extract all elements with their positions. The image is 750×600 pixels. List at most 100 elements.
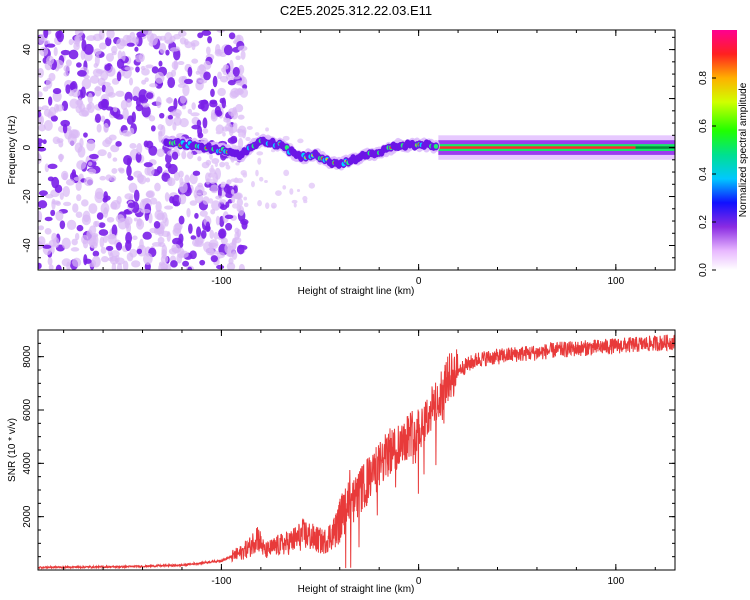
spectrogram-noise-blob bbox=[167, 177, 176, 187]
spectrogram-ytick-label: -40 bbox=[22, 238, 33, 253]
spectrogram-xtick-label: -100 bbox=[211, 276, 231, 287]
spectrogram-noise-blob bbox=[61, 258, 72, 267]
spectrogram-noise-blob bbox=[75, 211, 83, 218]
spectrogram-noise-blob bbox=[133, 189, 140, 202]
spectrogram-noise-blob bbox=[243, 196, 248, 201]
spectrogram-noise-blob bbox=[46, 43, 56, 48]
spectrogram-noise-blob bbox=[38, 138, 44, 145]
spectrogram-noise-blob bbox=[38, 200, 48, 209]
spectrogram-noise-blob bbox=[210, 255, 218, 263]
spectrogram-noise-blob bbox=[128, 77, 134, 86]
spectrogram-noise-blob bbox=[303, 199, 308, 204]
spectrogram-noise-blob bbox=[184, 78, 193, 85]
spectrogram-noise-blob bbox=[132, 235, 138, 241]
spectrogram-noise-blob bbox=[137, 174, 147, 185]
spectrogram-noise-blob bbox=[187, 266, 193, 270]
spectrogram-noise-blob bbox=[48, 106, 57, 117]
spectrogram-noise-blob bbox=[178, 215, 185, 225]
spectrogram-noise-blob bbox=[55, 104, 64, 112]
spectrogram-noise-blob bbox=[231, 250, 238, 260]
spectrogram-noise-blob bbox=[159, 112, 165, 119]
spectrogram-noise-blob bbox=[81, 39, 87, 52]
spectrogram-noise-blob bbox=[38, 210, 43, 223]
spectrogram-noise-blob bbox=[226, 262, 236, 270]
spectrogram-noise-blob bbox=[160, 124, 166, 137]
spectrogram-noise-blob bbox=[217, 186, 222, 199]
spectrogram-noise-blob bbox=[61, 237, 71, 250]
spectrogram-noise-blob bbox=[179, 117, 189, 128]
spectrogram-noise-blob bbox=[38, 35, 45, 45]
spectrogram-noise-blob bbox=[210, 88, 215, 98]
spectrogram-noise-blob bbox=[225, 164, 231, 170]
spectrogram-noise-blob bbox=[113, 106, 118, 113]
spectrogram-noise-blob bbox=[225, 123, 233, 132]
spectrogram-noise-blob bbox=[240, 50, 246, 60]
spectrogram-noise-blob bbox=[235, 104, 244, 113]
spectrogram-noise-blob bbox=[205, 172, 211, 183]
spectrogram-noise-blob bbox=[56, 138, 64, 143]
spectrogram-noise-blob bbox=[189, 173, 198, 185]
snr-xlabel: Height of straight line (km) bbox=[298, 584, 415, 595]
spectrogram-noise-blob bbox=[127, 175, 134, 181]
spectrogram-noise-blob bbox=[293, 202, 297, 208]
spectrogram-noise-blob bbox=[227, 79, 236, 86]
spectrogram-noise-blob bbox=[149, 197, 158, 205]
spectrogram-noise-blob bbox=[232, 66, 240, 77]
spectrogram-noise-blob bbox=[143, 252, 153, 265]
spectrogram-noise-blob bbox=[205, 221, 211, 232]
snr-panel: -100 0 100 2000 4000 6000 8000 Height of strai… bbox=[7, 329, 676, 595]
spectrogram-noise-blob bbox=[144, 77, 149, 83]
spectrogram-noise-blob bbox=[190, 112, 200, 117]
spectrogram-noise-blob bbox=[48, 96, 53, 106]
spectrogram-noise-blob bbox=[136, 248, 143, 255]
spectrogram-noise-blob bbox=[42, 244, 52, 249]
spectrogram-noise-blob bbox=[110, 45, 118, 54]
spectrogram-noise-blob bbox=[148, 115, 156, 122]
spectrogram-noise-blob bbox=[108, 134, 117, 141]
spectrogram-noise-blob bbox=[251, 180, 255, 188]
spectrogram-noise-blob bbox=[129, 127, 135, 135]
spectrogram-noise-blob bbox=[219, 97, 225, 104]
spectrogram-noise-blob bbox=[102, 197, 108, 203]
spectrogram-noise-blob bbox=[167, 115, 174, 120]
spectrogram-noise-blob bbox=[131, 36, 139, 43]
spectrogram-noise-blob bbox=[232, 203, 239, 209]
spectrogram-noise-blob bbox=[157, 236, 165, 244]
spectrogram-noise-blob bbox=[216, 252, 226, 259]
spectrogram-noise-blob bbox=[149, 33, 158, 46]
spectrogram-noise-blob bbox=[48, 264, 54, 270]
snr-series-line bbox=[38, 334, 675, 570]
spectrogram-noise-blob bbox=[68, 129, 79, 139]
spectrogram-noise-blob bbox=[219, 161, 226, 168]
spectrogram-noise-blob bbox=[71, 88, 81, 98]
spectrogram-noise-blob bbox=[120, 99, 128, 111]
spectrogram-noise-blob bbox=[47, 257, 53, 266]
spectrogram-noise-blob bbox=[211, 200, 221, 211]
spectrogram-noise-blob bbox=[202, 128, 209, 134]
spectrogram-noise-blob bbox=[80, 86, 86, 99]
spectrogram-noise-blob bbox=[107, 151, 112, 159]
spectrogram-noise-blob bbox=[154, 182, 161, 192]
colorbar-gradient bbox=[712, 30, 737, 270]
snr-ytick-label: 6000 bbox=[22, 398, 33, 421]
spectrogram-noise-blob bbox=[217, 71, 222, 80]
spectrogram-noise-blob bbox=[123, 155, 133, 166]
spectrogram-noise-blob bbox=[38, 262, 42, 269]
spectrogram-noise-blob bbox=[191, 124, 201, 130]
spectrogram-noise-blob bbox=[93, 48, 102, 55]
spectrogram-noise-blob bbox=[45, 77, 53, 89]
spectrogram-noise-blob bbox=[82, 210, 91, 223]
spectrogram-noise-blob bbox=[112, 157, 118, 162]
snr-frame bbox=[37, 329, 676, 571]
spectrogram-noise-blob bbox=[96, 123, 102, 133]
spectrogram-noise-blob bbox=[117, 50, 123, 61]
spectrogram-noise-blob bbox=[38, 114, 45, 126]
spectrogram-noise-blob bbox=[237, 114, 245, 120]
spectrogram-noise-blob bbox=[94, 113, 101, 123]
spectrogram-noise-blob bbox=[194, 184, 205, 195]
spectrogram-noise-blob bbox=[118, 168, 125, 174]
spectrogram-noise-blob bbox=[54, 184, 63, 194]
spectrogram-noise-blob bbox=[187, 66, 193, 77]
spectrogram-noise-blob bbox=[58, 153, 64, 163]
spectrogram-noise-blob bbox=[102, 98, 110, 109]
